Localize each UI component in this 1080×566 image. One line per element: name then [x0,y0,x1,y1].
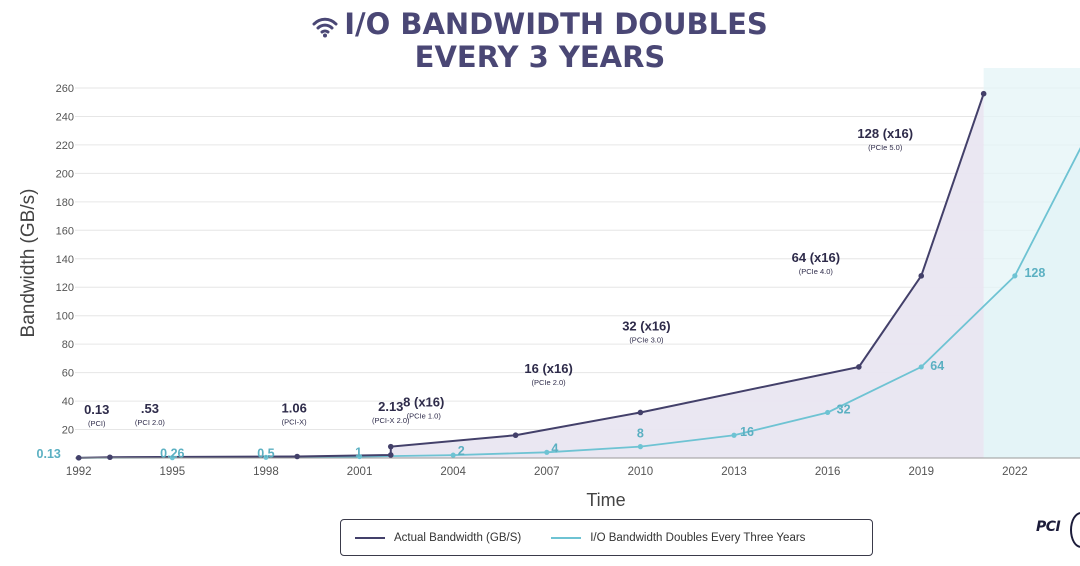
doubling-label-1: 0.26 [160,447,184,461]
wifi-icon [312,17,338,38]
y-tick-label-20: 20 [62,425,74,437]
y-tick-label-100: 100 [56,311,74,323]
y-tick-label-240: 240 [56,111,74,123]
x-tick-label-2016: 2016 [815,466,841,478]
actual-point-6 [637,409,644,416]
doubling-point-1 [169,455,175,461]
x-tick-label-2001: 2001 [347,466,373,478]
actual-sublabel-8: (PCIe 5.0) [868,143,903,152]
x-tick-label-1995: 1995 [160,466,186,478]
doubling-label-9: 64 [930,359,944,373]
actual-sublabel-1: (PCI 2.0) [135,418,166,427]
legend-swatch-doubling [551,536,582,539]
actual-label-3: 2.13 [378,399,403,414]
y-tick-label-120: 120 [56,282,74,294]
actual-sublabel-2: (PCI-X) [282,417,308,426]
actual-label-0: 0.13 [84,402,109,417]
y-tick-label-140: 140 [56,254,74,266]
title-line-1-text: I/O BANDWIDTH DOUBLES [344,7,768,41]
forecast-band [983,68,1080,458]
doubling-point-9 [918,364,924,370]
actual-sublabel-5: (PCIe 2.0) [531,378,566,387]
actual-point-2 [294,453,300,460]
x-axis-title: Time [586,490,625,510]
actual-sublabel-0: (PCI) [88,419,106,428]
actual-sublabel-7: (PCIe 4.0) [799,267,834,276]
actual-point-9 [980,90,987,97]
x-tick-label-2007: 2007 [534,466,560,478]
chart-title: I/O BANDWIDTH DOUBLES EVERY 3 YEARS [0,8,1080,74]
doubling-point-3 [356,453,363,460]
x-tick-label-1992: 1992 [66,466,92,478]
doubling-point-6 [637,444,644,450]
actual-label-8: 128 (x16) [857,126,913,141]
actual-label-1: .53 [141,401,159,416]
doubling-label-2: 0.5 [257,446,274,460]
doubling-point-2 [263,454,269,460]
actual-label-4: 8 (x16) [403,395,444,410]
actual-sublabel-3: (PCI-X 2.0) [372,416,410,425]
doubling-point-8 [825,409,831,416]
legend: Actual Bandwidth (GB/S) I/O Bandwidth Do… [340,519,873,556]
doubling-label-10: 128 [1024,266,1045,280]
doubling-label-5: 4 [551,441,558,455]
x-tick-label-2013: 2013 [721,466,747,478]
y-tick-label-180: 180 [56,197,74,209]
actual-label-7: 64 (x16) [792,250,840,265]
actual-area-fill [78,93,984,458]
actual-sublabel-4: (PCIe 1.0) [407,412,442,421]
legend-label-doubling: I/O Bandwidth Doubles Every Three Years [590,531,806,544]
title-line-1: I/O BANDWIDTH DOUBLES [0,8,1080,41]
actual-series-line [78,93,985,459]
actual-label-2: 1.06 [282,400,307,415]
actual-point-4 [387,443,394,450]
actual-point-0 [75,455,82,461]
doubling-point-7 [731,432,737,438]
y-tick-label-260: 260 [56,83,74,95]
actual-point-7 [856,364,862,370]
pci-sig-logo: PCI [1036,519,1061,535]
doubling-label-0: 0.13 [37,447,61,461]
doubling-point-5 [544,449,550,455]
actual-point-1 [107,454,113,461]
doubling-label-3: 1 [355,446,362,460]
legend-item-actual: Actual Bandwidth (GB/S) [355,532,521,544]
actual-sublabel-6: (PCIe 3.0) [629,335,664,344]
x-tick-label-1998: 1998 [253,466,279,478]
doubling-point-4 [450,452,456,458]
y-axis-title: Bandwidth (GB/s) [18,189,39,338]
legend-label-actual: Actual Bandwidth (GB/S) [394,531,522,544]
x-tick-label-2022: 2022 [1002,466,1028,478]
title-line-2: EVERY 3 YEARS [414,40,666,74]
x-tick-label-2010: 2010 [628,466,654,478]
actual-point-5 [512,432,519,439]
legend-item-doubling: I/O Bandwidth Doubles Every Three Years [551,532,805,544]
doubling-label-8: 32 [837,402,851,416]
actual-point-3 [387,452,394,458]
doubling-point-10 [1012,273,1018,279]
actual-label-5: 16 (x16) [524,361,572,376]
doubling-label-4: 2 [458,444,465,458]
y-tick-label-220: 220 [56,140,74,152]
actual-label-6: 32 (x16) [622,318,670,333]
x-tick-label-2004: 2004 [440,466,466,478]
legend-swatch-actual [355,536,385,539]
y-tick-label-40: 40 [62,396,74,408]
y-tick-label-80: 80 [62,339,74,351]
doubling-label-6: 8 [637,427,644,441]
y-tick-label-60: 60 [62,368,74,380]
actual-point-8 [918,273,925,279]
y-tick-label-200: 200 [56,168,74,180]
x-tick-label-2019: 2019 [908,466,934,478]
y-tick-label-160: 160 [56,225,74,237]
doubling-label-7: 16 [740,425,754,439]
